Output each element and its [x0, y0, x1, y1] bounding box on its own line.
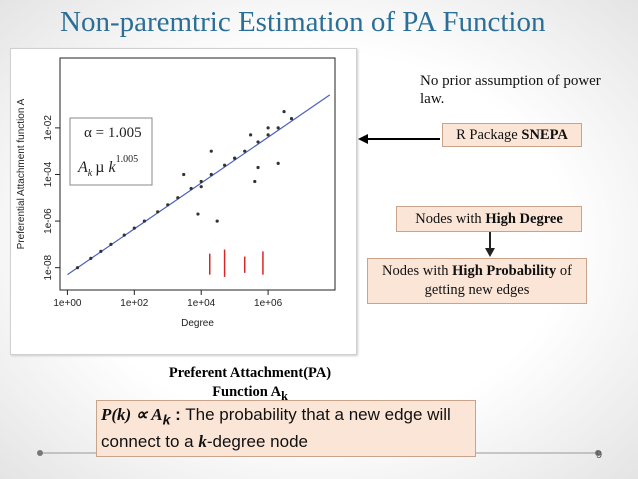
point [142, 219, 146, 223]
note: No prior assumption of power law. [420, 73, 601, 107]
point [176, 196, 180, 200]
point [243, 149, 247, 153]
point [256, 165, 260, 170]
y-tick-label: 1e-04 [43, 161, 54, 187]
package-name: SNEPA [521, 127, 568, 143]
caption: Preferent Attachment(PA) Function Ak [150, 364, 350, 406]
point [276, 126, 280, 130]
slide-title: Non-paremtric Estimation of PA Function [60, 6, 546, 38]
x-tick-label: 1e+06 [254, 298, 283, 309]
point [166, 203, 170, 207]
inset-prop: µ [95, 159, 104, 176]
point [209, 149, 213, 153]
point [253, 179, 257, 184]
point [199, 179, 203, 184]
point [196, 212, 200, 216]
point [256, 140, 260, 144]
inset-a: A [77, 159, 88, 176]
point [276, 161, 280, 165]
point [132, 226, 136, 230]
footer-dot [37, 450, 43, 456]
point [182, 172, 186, 177]
point [89, 256, 93, 260]
package-box: R Package SNEPA [442, 123, 582, 147]
definition-colon: : [170, 405, 181, 424]
caption-text: Preferent Attachment(PA) Function A [168, 365, 332, 400]
point [289, 117, 294, 121]
point [199, 185, 203, 189]
x-axis-label: Degree [181, 318, 214, 329]
figure-frame [10, 48, 357, 355]
probability-box: Nodes with High Probability of getting n… [367, 258, 587, 304]
point [99, 249, 103, 253]
definition-box: P(k) ∝ Ak : The probability that a new e… [96, 400, 476, 458]
point [122, 233, 126, 237]
point [215, 219, 219, 223]
definition-text: The probability that a new edge will con… [101, 405, 451, 452]
inset-power: 1.005 [116, 154, 139, 165]
probability-rest: of getting new edges [424, 263, 572, 298]
page-number: 9 [596, 449, 603, 461]
point [75, 266, 80, 270]
degree-text: Nodes with [415, 211, 486, 227]
point [209, 172, 213, 177]
point [249, 133, 253, 137]
probability-bold: High Probability [452, 263, 557, 279]
package-text: R Package [456, 127, 522, 143]
inset-formula: Ak µ k1.005 [77, 154, 138, 179]
definition-sub: k [162, 412, 171, 429]
x-tick-label: 1e+04 [187, 298, 216, 309]
point [266, 126, 270, 130]
inset-box [69, 117, 153, 186]
probability-text: Nodes with [382, 263, 453, 279]
degree-box: Nodes with High Degree [396, 206, 582, 232]
caption-sub: k [281, 388, 288, 403]
x-tick-label: 1e+02 [120, 298, 149, 309]
definition-formula: P(k) ∝ A [101, 405, 163, 424]
y-tick-label: 1e-06 [43, 208, 54, 234]
inset-a-sub: k [88, 168, 93, 179]
degree-bold: High Degree [485, 211, 563, 227]
y-axis-label: Preferential Attachment function A [16, 98, 27, 249]
point [233, 156, 237, 160]
arrow-head [358, 134, 368, 144]
point [156, 210, 160, 214]
point [282, 110, 286, 114]
arrow-head [485, 248, 495, 257]
point [222, 163, 227, 167]
definition-end: -degree node [206, 432, 308, 452]
y-tick-label: 1e-02 [43, 115, 54, 141]
x-tick-label: 1e+00 [53, 298, 82, 309]
point [189, 186, 193, 191]
point [109, 242, 113, 246]
point [266, 133, 270, 137]
definition-k: k [198, 432, 207, 452]
footer-dot [595, 450, 601, 456]
inset-alpha: α = 1.005 [84, 125, 142, 141]
inset-k: k [108, 159, 116, 176]
y-tick-label: 1e-08 [43, 254, 54, 280]
